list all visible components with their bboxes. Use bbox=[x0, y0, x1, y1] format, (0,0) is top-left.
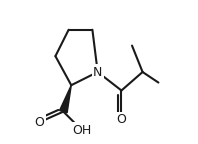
Text: O: O bbox=[35, 116, 45, 129]
Text: OH: OH bbox=[72, 124, 91, 137]
Text: N: N bbox=[93, 66, 102, 78]
Polygon shape bbox=[60, 85, 71, 113]
Text: O: O bbox=[116, 113, 126, 126]
